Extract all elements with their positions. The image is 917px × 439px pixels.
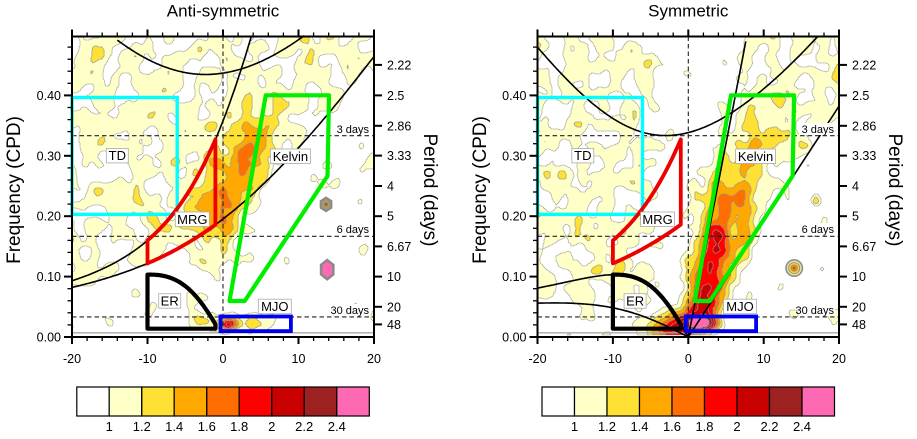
svg-text:10: 10 — [387, 270, 401, 284]
svg-text:2.86: 2.86 — [387, 119, 411, 133]
svg-text:Symmetric: Symmetric — [648, 2, 729, 21]
svg-text:ER: ER — [161, 294, 179, 309]
svg-text:5: 5 — [852, 210, 859, 224]
svg-text:0.20: 0.20 — [37, 210, 61, 224]
svg-text:3.33: 3.33 — [852, 149, 876, 163]
svg-text:Period (days): Period (days) — [419, 134, 440, 247]
svg-text:4: 4 — [852, 180, 859, 194]
svg-text:1.6: 1.6 — [663, 419, 681, 434]
svg-text:1.4: 1.4 — [165, 419, 183, 434]
svg-text:3 days: 3 days — [802, 124, 835, 136]
svg-text:3 days: 3 days — [337, 124, 370, 136]
svg-text:1: 1 — [106, 419, 113, 434]
svg-text:0: 0 — [685, 352, 692, 366]
svg-text:1.8: 1.8 — [230, 419, 248, 434]
svg-text:2.86: 2.86 — [852, 119, 876, 133]
svg-text:2: 2 — [733, 419, 740, 434]
svg-text:1.2: 1.2 — [133, 419, 151, 434]
svg-text:1.4: 1.4 — [630, 419, 648, 434]
svg-text:20: 20 — [852, 300, 866, 314]
svg-text:MRG: MRG — [177, 212, 207, 227]
svg-text:Kelvin: Kelvin — [273, 149, 308, 164]
svg-text:10: 10 — [292, 352, 306, 366]
svg-text:6 days: 6 days — [802, 224, 835, 236]
svg-text:6 days: 6 days — [337, 224, 370, 236]
svg-text:MRG: MRG — [642, 212, 672, 227]
svg-text:0: 0 — [220, 352, 227, 366]
svg-text:Frequency (CPD): Frequency (CPD) — [470, 116, 491, 264]
svg-text:0.10: 0.10 — [37, 270, 61, 284]
svg-text:2.22: 2.22 — [387, 58, 411, 72]
svg-text:Kelvin: Kelvin — [738, 149, 773, 164]
svg-text:Anti-symmetric: Anti-symmetric — [167, 2, 280, 21]
svg-text:1.8: 1.8 — [695, 419, 713, 434]
svg-text:3.33: 3.33 — [387, 149, 411, 163]
svg-text:MJO: MJO — [261, 299, 288, 314]
svg-text:0.40: 0.40 — [37, 89, 61, 103]
svg-text:ER: ER — [626, 294, 644, 309]
svg-text:MJO: MJO — [726, 299, 753, 314]
svg-text:20: 20 — [367, 352, 381, 366]
svg-text:-10: -10 — [138, 352, 156, 366]
svg-text:0.30: 0.30 — [502, 149, 526, 163]
svg-text:0.40: 0.40 — [502, 89, 526, 103]
svg-text:6.67: 6.67 — [852, 240, 876, 254]
svg-text:2.5: 2.5 — [387, 89, 404, 103]
svg-text:2.4: 2.4 — [793, 419, 811, 434]
svg-text:30 days: 30 days — [330, 305, 369, 317]
svg-text:Frequency (CPD): Frequency (CPD) — [4, 116, 25, 264]
svg-text:10: 10 — [757, 352, 771, 366]
svg-text:2.22: 2.22 — [852, 58, 876, 72]
svg-text:6.67: 6.67 — [387, 240, 411, 254]
svg-text:2: 2 — [268, 419, 275, 434]
svg-text:0.00: 0.00 — [502, 331, 526, 345]
svg-text:2.5: 2.5 — [852, 89, 869, 103]
svg-text:0.20: 0.20 — [502, 210, 526, 224]
svg-text:2.2: 2.2 — [760, 419, 778, 434]
svg-text:20: 20 — [832, 352, 846, 366]
svg-text:0.30: 0.30 — [37, 149, 61, 163]
svg-text:20: 20 — [387, 300, 401, 314]
svg-text:10: 10 — [852, 270, 866, 284]
svg-text:-20: -20 — [63, 352, 81, 366]
svg-text:4: 4 — [387, 180, 394, 194]
svg-text:1.2: 1.2 — [598, 419, 616, 434]
svg-text:48: 48 — [852, 318, 866, 332]
svg-text:48: 48 — [387, 318, 401, 332]
svg-text:30 days: 30 days — [795, 305, 834, 317]
svg-text:0.00: 0.00 — [37, 331, 61, 345]
svg-text:TD: TD — [109, 148, 126, 163]
svg-text:Period (days): Period (days) — [884, 134, 905, 247]
svg-text:TD: TD — [574, 148, 591, 163]
svg-text:0.10: 0.10 — [502, 270, 526, 284]
svg-text:5: 5 — [387, 210, 394, 224]
svg-text:-20: -20 — [528, 352, 546, 366]
svg-text:2.4: 2.4 — [328, 419, 346, 434]
svg-text:1: 1 — [571, 419, 578, 434]
svg-text:2.2: 2.2 — [295, 419, 313, 434]
svg-text:-10: -10 — [604, 352, 622, 366]
svg-text:1.6: 1.6 — [198, 419, 216, 434]
